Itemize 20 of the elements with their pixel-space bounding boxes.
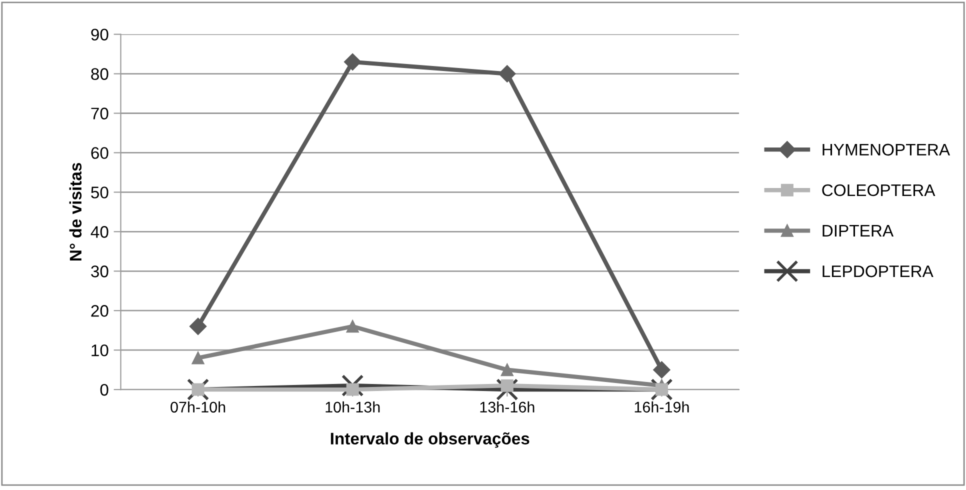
y-tick-label: 70 bbox=[91, 108, 108, 120]
legend-label: DIPTERA bbox=[822, 225, 894, 237]
x-tick-label: 10h-13h bbox=[326, 401, 380, 413]
x-tick-label: 16h-19h bbox=[634, 401, 689, 413]
y-tick-label: 0 bbox=[100, 384, 108, 396]
legend-label: COLEOPTERA bbox=[822, 184, 936, 196]
y-tick-label: 90 bbox=[91, 28, 108, 41]
y-tick-label: 80 bbox=[91, 68, 108, 80]
y-tick-label: 10 bbox=[92, 344, 108, 356]
y-tick-label: 60 bbox=[91, 147, 108, 159]
legend-label: HYMENOPTERA bbox=[822, 144, 950, 156]
y-tick-label: 50 bbox=[91, 186, 108, 198]
legend-label: LEPDOPTERA bbox=[822, 265, 934, 278]
x-tick-label: 13h-16h bbox=[480, 401, 534, 413]
y-axis-title: N° de visitas bbox=[69, 162, 82, 260]
y-tick-label: 30 bbox=[91, 266, 108, 278]
y-tick-label: 20 bbox=[91, 305, 108, 317]
y-tick-label: 40 bbox=[90, 226, 108, 238]
x-axis-title: Intervalo de observações bbox=[330, 432, 530, 448]
x-tick-label: 07h-10h bbox=[170, 401, 226, 413]
